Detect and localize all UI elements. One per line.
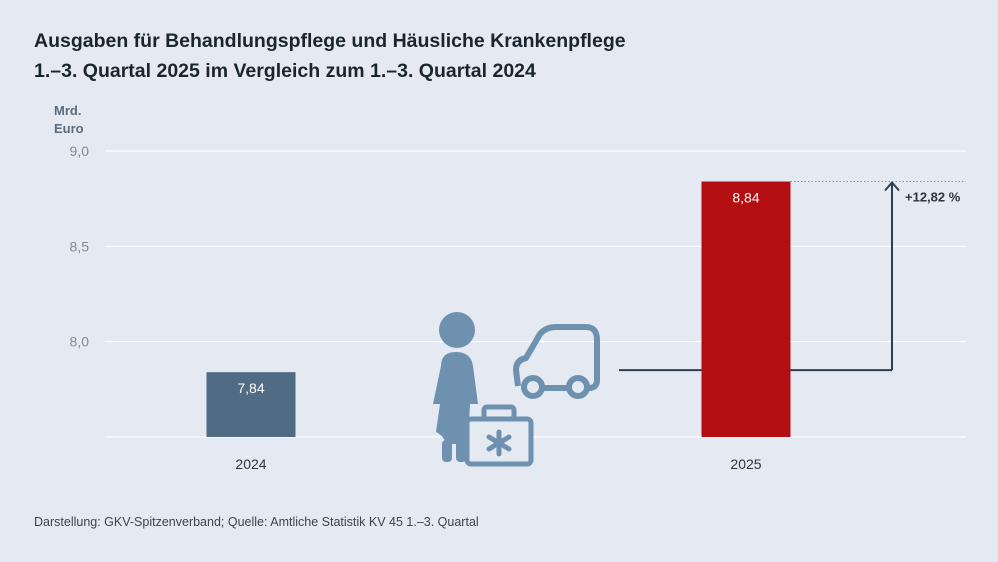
bar-value-label: 8,84 bbox=[732, 190, 759, 206]
arrow-head bbox=[884, 180, 900, 192]
y-axis-unit-line2: Euro bbox=[54, 121, 84, 136]
bar-value-label: 7,84 bbox=[237, 380, 264, 396]
care-icons bbox=[433, 312, 600, 467]
chart-title: Ausgaben für Behandlungspflege und Häusl… bbox=[34, 26, 626, 86]
bar-2024 bbox=[206, 372, 296, 437]
y-axis-unit: Mrd. Euro bbox=[54, 102, 84, 138]
medical-bag-icon bbox=[464, 404, 534, 467]
change-percent-label: +12,82 % bbox=[905, 190, 961, 205]
x-category-label: 2024 bbox=[235, 456, 266, 472]
x-category-label: 2025 bbox=[730, 456, 761, 472]
car-icon bbox=[513, 324, 600, 399]
y-axis-unit-line1: Mrd. bbox=[54, 103, 82, 118]
y-tick-label: 8,0 bbox=[70, 334, 90, 350]
y-tick-label: 8,5 bbox=[70, 238, 90, 254]
chart-title-line1: Ausgaben für Behandlungspflege und Häusl… bbox=[34, 30, 626, 52]
chart-title-line2: 1.–3. Quartal 2025 im Vergleich zum 1.–3… bbox=[34, 60, 536, 82]
bar-2025 bbox=[701, 181, 791, 437]
source-note: Darstellung: GKV-Spitzenverband; Quelle:… bbox=[34, 515, 479, 529]
y-tick-label: 9,0 bbox=[70, 143, 90, 159]
